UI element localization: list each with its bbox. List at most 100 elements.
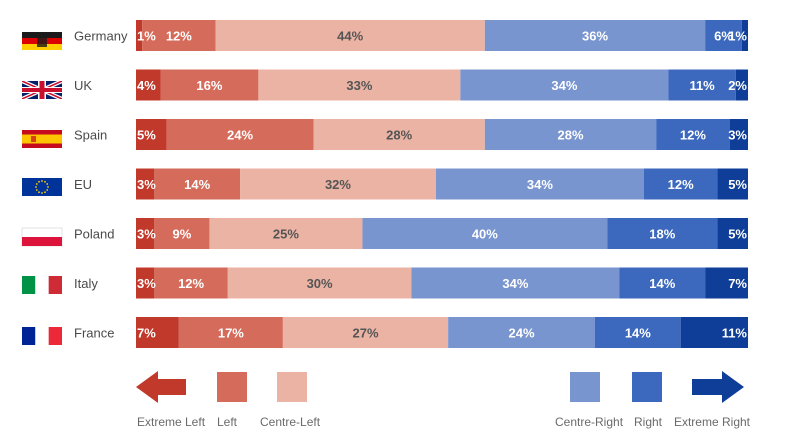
data-label-italy-centre-left: 30%	[307, 276, 333, 291]
bar-uk-centre-right	[460, 69, 669, 101]
bar-france-extreme-right	[680, 317, 748, 348]
bar-eu-centre-right	[435, 168, 644, 200]
data-label-poland-right: 18%	[649, 227, 675, 242]
legend-label-centre-right: Centre-Right	[555, 415, 624, 429]
bar-germany-right	[705, 20, 742, 51]
bar-spain-extreme-right	[729, 119, 748, 150]
data-label-eu-left: 14%	[184, 177, 210, 192]
data-label-eu-extreme-left: 3%	[137, 177, 156, 192]
bar-eu-extreme-right	[717, 168, 748, 200]
eu-star-icon	[41, 192, 43, 194]
eu-star-icon	[41, 180, 43, 182]
bar-spain-extreme-left	[136, 119, 167, 150]
bar-italy-extreme-right	[705, 267, 748, 299]
eu-star-icon	[35, 183, 38, 185]
data-label-germany-extreme-right: 1%	[728, 29, 747, 44]
data-label-poland-left: 9%	[173, 227, 192, 242]
data-label-france-extreme-left: 7%	[137, 326, 156, 341]
data-label-poland-centre-left: 25%	[273, 227, 299, 242]
data-label-spain-centre-left: 28%	[386, 128, 412, 143]
bar-poland-right	[607, 218, 718, 249]
bar-eu-right	[643, 168, 718, 200]
bar-italy-centre-right	[411, 267, 620, 299]
eu-star-icon	[35, 186, 37, 188]
data-label-eu-centre-right: 34%	[527, 177, 553, 192]
legend-swatch-left	[217, 372, 247, 402]
bar-spain-centre-right	[484, 119, 657, 150]
data-label-spain-extreme-right: 3%	[728, 128, 747, 143]
bar-uk-right	[668, 69, 736, 101]
bar-uk-extreme-left	[136, 69, 161, 101]
eu-star-icon	[44, 180, 46, 183]
bar-poland-extreme-left	[136, 218, 155, 249]
data-label-italy-right: 14%	[649, 276, 675, 291]
eu-star-icon	[46, 189, 49, 191]
eu-star-icon	[46, 183, 49, 185]
bar-eu-centre-left	[240, 168, 436, 200]
bar-uk-extreme-right	[735, 69, 748, 101]
bar-germany-centre-right	[484, 20, 706, 51]
bar-spain-left	[166, 119, 314, 150]
bar-germany-centre-left	[215, 20, 485, 51]
data-label-france-centre-right: 24%	[509, 326, 535, 341]
data-label-poland-extreme-right: 5%	[728, 227, 747, 242]
eu-star-icon	[47, 186, 49, 188]
poland-flag-icon	[21, 227, 63, 247]
data-label-germany-left: 12%	[166, 29, 192, 44]
data-label-eu-centre-left: 32%	[325, 177, 351, 192]
bar-france-centre-left	[282, 317, 449, 348]
data-label-eu-right: 12%	[668, 177, 694, 192]
data-label-italy-extreme-left: 3%	[137, 276, 156, 291]
legend-swatch-right	[632, 372, 662, 402]
country-label-spain: Spain	[74, 128, 107, 143]
data-label-france-centre-left: 27%	[352, 326, 378, 341]
france-flag-icon	[22, 327, 62, 345]
data-label-italy-extreme-right: 7%	[728, 276, 747, 291]
data-label-france-extreme-right: 11%	[722, 326, 748, 341]
bar-italy-centre-left	[227, 267, 412, 299]
data-label-spain-extreme-left: 5%	[137, 128, 156, 143]
spain-flag-icon	[22, 130, 62, 148]
data-label-italy-left: 12%	[178, 276, 204, 291]
extreme-left-arrow-icon	[136, 371, 186, 403]
data-label-eu-extreme-right: 5%	[728, 177, 747, 192]
legend-label-centre-left: Centre-Left	[260, 415, 321, 429]
country-label-italy: Italy	[74, 276, 98, 291]
bar-poland-extreme-right	[717, 218, 748, 249]
legend-label-right: Right	[634, 415, 663, 429]
country-label-poland: Poland	[74, 227, 114, 242]
legend-swatch-centre-right	[570, 372, 600, 402]
bar-uk-centre-left	[258, 69, 461, 101]
bar-spain-right	[656, 119, 730, 150]
data-label-poland-extreme-left: 3%	[137, 227, 156, 242]
bar-poland-left	[154, 218, 210, 249]
legend-swatch-centre-left	[277, 372, 307, 402]
data-label-spain-right: 12%	[680, 128, 706, 143]
data-label-germany-right: 6%	[714, 29, 733, 44]
legend-label-extreme-left: Extreme Left	[137, 415, 206, 429]
eu-star-icon	[44, 191, 46, 194]
eu-flag-icon	[22, 178, 62, 196]
uk-flag-icon	[22, 81, 62, 99]
bar-poland-centre-right	[362, 218, 608, 249]
bar-italy-extreme-left	[136, 267, 155, 299]
data-label-spain-left: 24%	[227, 128, 253, 143]
eu-star-icon	[38, 191, 40, 194]
bar-france-left	[178, 317, 283, 348]
data-label-italy-centre-right: 34%	[502, 276, 528, 291]
italy-flag-icon	[22, 276, 62, 294]
bar-italy-left	[154, 267, 228, 299]
bar-eu-left	[154, 168, 241, 200]
bar-eu-extreme-left	[136, 168, 155, 200]
data-label-germany-centre-left: 44%	[337, 29, 363, 44]
data-label-france-left: 17%	[218, 326, 244, 341]
country-label-eu: EU	[74, 177, 92, 192]
data-label-uk-right: 11%	[689, 78, 715, 93]
legend-label-extreme-right: Extreme Right	[674, 415, 751, 429]
eu-star-icon	[38, 180, 40, 183]
bar-italy-right	[619, 267, 706, 299]
bar-poland-centre-left	[209, 218, 363, 249]
extreme-right-arrow-icon	[692, 371, 744, 403]
bar-france-centre-right	[448, 317, 595, 348]
